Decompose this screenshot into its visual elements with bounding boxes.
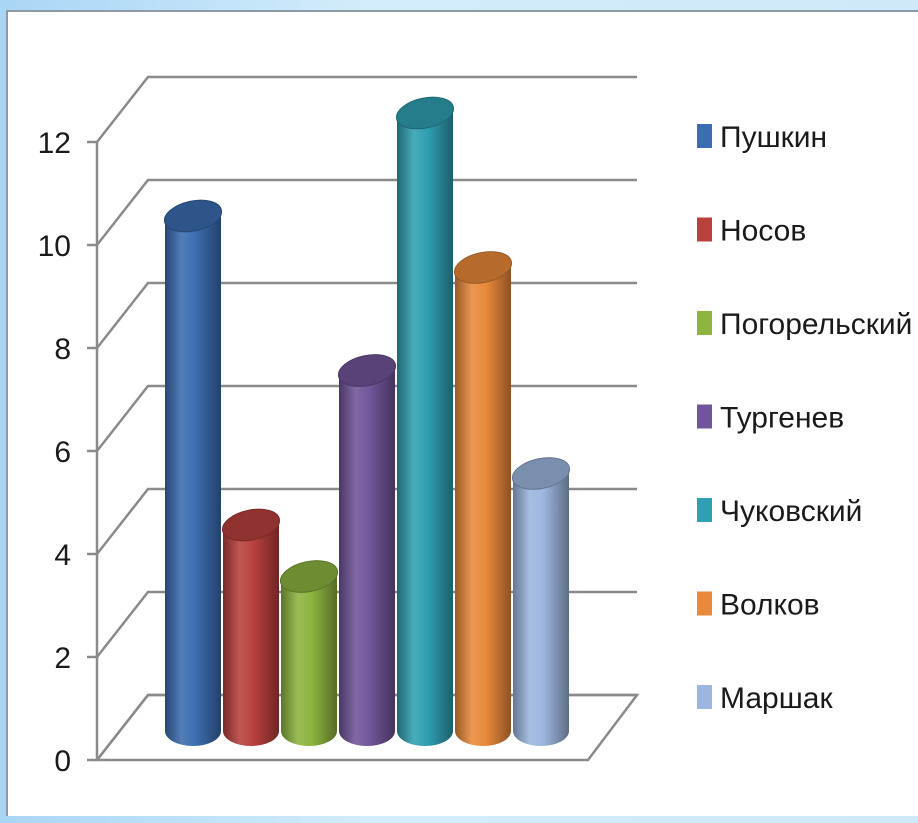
legend-swatch: [697, 124, 712, 148]
bar-top: [163, 199, 223, 233]
y-tick-label: 4: [54, 539, 71, 572]
y-tick-label: 6: [54, 436, 71, 469]
bar-top: [337, 354, 397, 387]
gridline: [96, 178, 637, 246]
chart-floor: [94, 693, 640, 762]
legend-item: Пушкин: [697, 121, 827, 154]
y-tick-label: 10: [38, 230, 71, 263]
bar: [337, 354, 397, 746]
legend-label: Носов: [720, 215, 806, 248]
chart-bars: [163, 96, 571, 746]
bar-body: [455, 259, 511, 746]
legend-label: Погорельский: [720, 308, 912, 341]
legend-item: Чуковский: [697, 495, 862, 528]
bar-body: [339, 362, 395, 746]
legend-label: Пушкин: [720, 121, 827, 154]
legend-swatch: [697, 591, 712, 616]
legend-swatch: [697, 311, 712, 335]
legend-item: Погорельский: [697, 308, 912, 341]
bar-body: [281, 568, 337, 746]
legend-item: Волков: [697, 589, 820, 622]
legend-swatch: [697, 498, 712, 522]
bar: [221, 508, 281, 746]
bar: [395, 96, 455, 746]
legend-swatch: [697, 217, 712, 242]
gridline: [96, 75, 637, 143]
bar-top: [453, 251, 513, 284]
bar-top: [395, 96, 455, 130]
legend-swatch: [697, 404, 712, 429]
bar-body: [397, 104, 453, 746]
legend-item: Тургенев: [697, 402, 844, 435]
bar-body: [223, 516, 279, 746]
bar: [453, 251, 513, 746]
y-tick-label: 8: [54, 333, 71, 366]
bar: [511, 457, 571, 746]
y-axis-ticks: 0 2 4 6 8 10 12: [38, 127, 71, 778]
legend-label: Тургенев: [720, 402, 844, 435]
bar: [163, 199, 223, 746]
y-tick-label: 2: [54, 642, 71, 675]
bar-top: [279, 560, 339, 593]
legend: Пушкин Носов Погорельский Тургенев Чуковский…: [697, 121, 912, 715]
y-tick-label: 0: [54, 745, 71, 778]
bar-body: [165, 207, 221, 746]
legend-label: Маршак: [720, 682, 833, 715]
legend-label: Волков: [720, 589, 820, 622]
bar-top: [221, 508, 281, 542]
bar-body: [513, 465, 569, 746]
y-tick-label: 12: [38, 127, 71, 160]
legend-swatch: [697, 685, 712, 709]
legend-item: Носов: [697, 215, 806, 248]
bar: [279, 560, 339, 746]
legend-item: Маршак: [697, 682, 833, 715]
legend-label: Чуковский: [720, 495, 862, 528]
bar-top: [511, 457, 571, 490]
